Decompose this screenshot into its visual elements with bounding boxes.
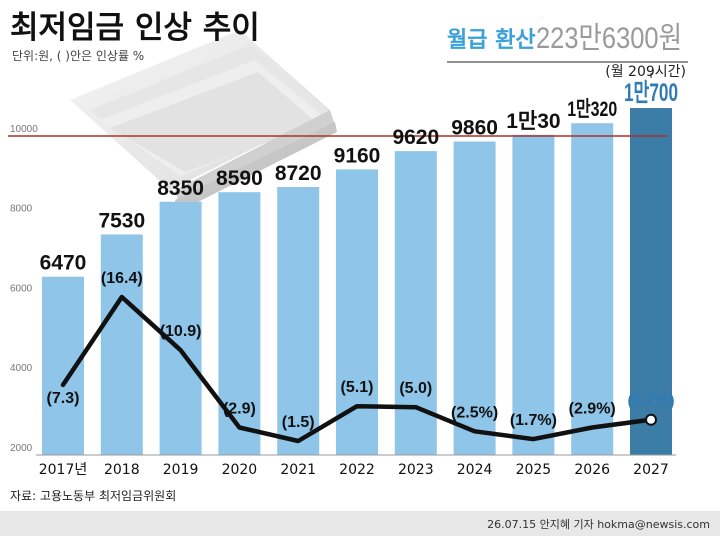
- rate-label-2019: (10.9): [160, 323, 202, 340]
- bar-2021: [277, 187, 320, 455]
- increase-rate-line: [60, 294, 654, 444]
- monthly-label: 월급 환산: [447, 28, 536, 53]
- rate-label-2024: (2.5%): [451, 404, 498, 421]
- x-tick-2017년: 2017년: [39, 462, 88, 478]
- bar-2023: [394, 151, 437, 455]
- rate-label-2025: (1.7%): [510, 412, 557, 429]
- x-tick-2024: 2024: [457, 462, 493, 478]
- bar-value-label-2025: 1만30: [506, 110, 560, 133]
- bar-value-label-2024: 9860: [451, 117, 498, 140]
- page-title: 최저임금 인상 추이: [10, 10, 260, 46]
- rate-label-2023: (5.0): [399, 380, 432, 397]
- x-tick-2026: 2026: [574, 462, 610, 478]
- rate-label-2022: (5.1): [341, 379, 374, 396]
- bar-value-label-2027: 1만700: [624, 79, 678, 107]
- bar-2026: [571, 123, 614, 455]
- bar-value-label-2026: 1만320: [567, 98, 617, 121]
- bar-2024: [453, 141, 496, 456]
- x-tick-2025: 2025: [516, 462, 552, 478]
- bar-value-label-2021: 8720: [275, 162, 322, 185]
- bar-series: [42, 108, 672, 456]
- y-tick-6000: 6000: [10, 283, 33, 294]
- rate-label-2018: (16.4): [101, 270, 143, 287]
- y-tick-4000: 4000: [10, 363, 33, 374]
- bar-value-label-2022: 9160: [334, 144, 381, 167]
- bar-value-label-2023: 9620: [392, 126, 439, 149]
- x-tick-2019: 2019: [163, 462, 199, 478]
- footer-band: [0, 511, 720, 536]
- bar-value-label-2020: 8590: [216, 167, 263, 190]
- source-note: 자료: 고용노동부 최저임금위원회: [10, 489, 176, 503]
- increase-rate-markers: [645, 413, 657, 426]
- y-tick-2000: 2000: [10, 443, 33, 454]
- rate-endpoint-marker: [645, 413, 657, 426]
- x-tick-2023: 2023: [398, 462, 434, 478]
- bar-2025: [512, 134, 555, 455]
- monthly-value: 223만6300원: [536, 22, 682, 55]
- bar-2018: [100, 234, 143, 455]
- x-tick-2020: 2020: [222, 462, 258, 478]
- x-tick-2018: 2018: [104, 462, 140, 478]
- increase-rate-labels: (7.3) (16.4) (10.9) (2.9) (1.5) (5.1) (5.0) (2.…: [47, 270, 675, 431]
- credit-note: 26.07.15 안지혜 기자 hokma@newsis.com: [487, 518, 710, 531]
- money-envelope-illustration: [70, 30, 337, 212]
- x-tick-2021: 2021: [280, 462, 316, 478]
- bar-value-label-2017년: 6470: [40, 252, 87, 275]
- rate-label-2021: (1.5): [282, 414, 315, 431]
- x-tick-2022: 2022: [339, 462, 375, 478]
- unit-note: 단위:원, ( )안은 인상률 %: [12, 49, 144, 63]
- bar-value-labels: 6470 7530 8350 8590 8720 9160 9620 9860 1만30 1만32…: [40, 79, 678, 275]
- y-tick-10000: 10000: [10, 124, 38, 135]
- bar-2019: [159, 201, 202, 455]
- y-axis-ticks: 2000 4000 6000 8000 10000: [10, 124, 38, 454]
- x-axis-ticks: 2017년 2018 2019 2020 2021 2022 2023 2024 2025 202…: [39, 462, 669, 478]
- rate-label-2026: (2.9%): [569, 400, 616, 417]
- bar-2027: [630, 108, 672, 456]
- y-tick-8000: 8000: [10, 204, 33, 215]
- bar-value-label-2019: 8350: [157, 177, 204, 200]
- rate-label-2017년: (7.3): [47, 390, 80, 407]
- bar-2022: [336, 169, 378, 455]
- rate-label-2027: (3.7%): [627, 393, 674, 410]
- bar-value-label-2018: 7530: [98, 209, 145, 232]
- x-tick-2027: 2027: [633, 462, 669, 478]
- rate-label-2020: (2.9): [223, 400, 256, 417]
- monthly-hours: (월 209시간): [605, 64, 686, 80]
